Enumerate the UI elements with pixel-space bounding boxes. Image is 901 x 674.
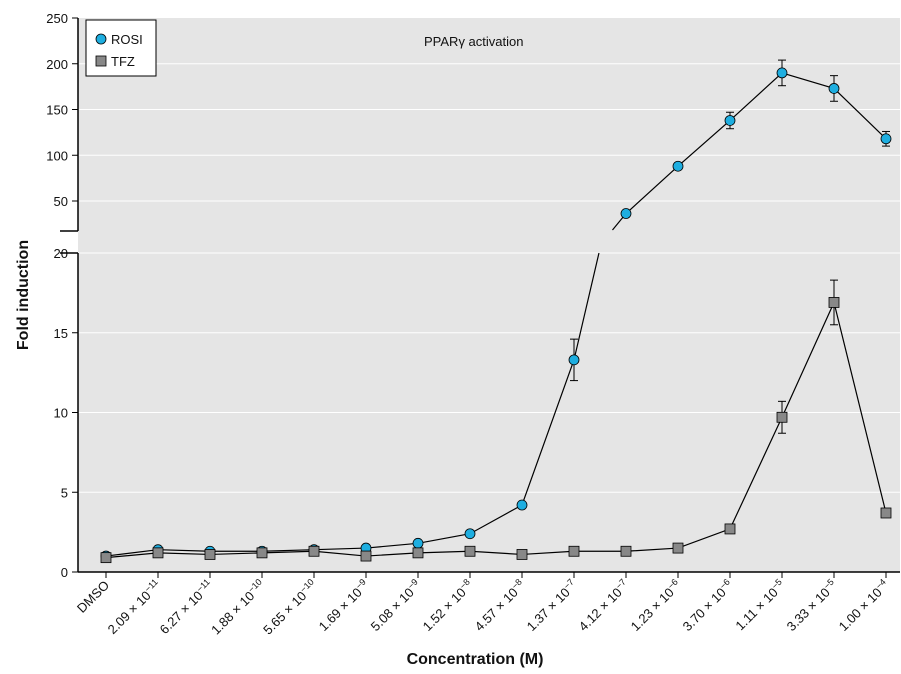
legend-box: [85, 19, 157, 77]
grid-lines: [78, 63, 900, 493]
x-tick-label: 5.65 × 10−10: [259, 577, 320, 638]
data-point-rosi: [828, 83, 840, 94]
data-point-rosi: [412, 537, 424, 549]
x-tick-mantissa: 1.00 × 10: [836, 585, 885, 634]
data-point-rosi: [880, 133, 892, 145]
x-tick-label: 4.57 × 10−8: [471, 577, 528, 634]
x-tick-label: 1.37 × 10−7: [523, 577, 580, 634]
x-tick-label: 1.88 × 10−10: [207, 577, 268, 638]
data-point-tfz: [776, 411, 788, 423]
annotation-part-2: γ: [458, 34, 465, 49]
legend-marker-tfz: [95, 55, 107, 67]
x-tick-mantissa: 5.65 × 10: [260, 588, 309, 637]
x-tick-label: 5.08 × 10−9: [367, 577, 424, 634]
legend-label-tfz: TFZ: [111, 54, 135, 69]
data-point-tfz: [828, 297, 840, 308]
x-tick-mantissa: 1.52 × 10: [420, 585, 469, 634]
data-point-tfz: [152, 547, 164, 559]
y-tick-label: 150: [46, 103, 68, 118]
x-tick-label: DMSO: [74, 578, 112, 616]
data-point-tfz: [100, 552, 112, 564]
data-point-tfz: [256, 547, 268, 559]
x-tick-label: 1.69 × 10−9: [315, 577, 372, 634]
data-point-rosi: [568, 354, 580, 366]
data-point-tfz: [308, 545, 320, 557]
x-tick-label: 1.00 × 10−4: [835, 577, 892, 634]
x-tick-mantissa: 5.08 × 10: [368, 585, 417, 634]
x-tick-mantissa: 1.88 × 10: [208, 588, 257, 637]
x-tick-mantissa: 2.09 × 10: [105, 588, 154, 637]
annotation-part-3: activation: [465, 34, 524, 49]
series: [100, 59, 892, 564]
x-tick-mantissa: 1.37 × 10: [524, 585, 573, 634]
data-point-tfz: [620, 545, 632, 557]
x-tick-mantissa: 6.27 × 10: [157, 588, 206, 637]
plot-area: [78, 18, 900, 572]
y-tick-label: 5: [61, 485, 68, 500]
x-tick-label: 1.52 × 10−8: [419, 577, 476, 634]
data-point-tfz: [724, 523, 736, 535]
data-point-tfz: [204, 549, 216, 560]
series-line-tfz: [105, 300, 887, 559]
data-point-tfz: [880, 507, 892, 519]
x-tick-mantissa: 1.23 × 10: [628, 585, 677, 634]
data-point-tfz: [412, 547, 424, 559]
data-point-rosi: [724, 115, 736, 126]
x-tick-mantissa: 1.69 × 10: [316, 585, 365, 634]
x-tick-label: 2.09 × 10−11: [104, 577, 164, 637]
data-point-tfz: [672, 542, 684, 554]
x-tick-label: 3.70 × 10−6: [679, 577, 736, 634]
data-point-tfz: [568, 545, 580, 557]
y-axis-title: Fold induction: [15, 240, 32, 350]
x-tick-label: 3.33 × 10−5: [783, 577, 840, 634]
x-tick-label: 1.23 × 10−6: [627, 577, 684, 634]
x-tick-mantissa: 4.12 × 10: [576, 585, 625, 634]
legend-label-rosi: ROSI: [111, 32, 143, 47]
x-tick-label: 6.27 × 10−11: [156, 577, 216, 637]
data-point-rosi: [776, 67, 788, 79]
data-point-tfz: [360, 550, 372, 562]
data-point-tfz: [516, 549, 528, 560]
y-tick-label: 100: [46, 148, 68, 163]
y-tick-label: 50: [54, 194, 68, 209]
y-tick-label: 250: [46, 11, 68, 26]
annotation-part-1: PPAR: [424, 34, 458, 49]
y-tick-label: 200: [46, 57, 68, 72]
chart-annotation: PPARγ activation: [424, 34, 523, 49]
data-point-rosi: [620, 208, 632, 219]
x-tick-mantissa: 3.33 × 10: [784, 585, 833, 634]
legend-marker-rosi: [95, 33, 107, 45]
y-tick-label: 15: [54, 326, 68, 341]
y-tick-label: 0: [61, 565, 68, 580]
x-axis-title: Concentration (M): [407, 651, 544, 668]
x-tick-mantissa: 1.11 × 10: [732, 585, 781, 634]
data-point-rosi: [464, 528, 476, 540]
data-point-rosi: [672, 160, 684, 172]
x-tick-mantissa: 4.57 × 10: [472, 585, 521, 634]
x-tick-label: 4.12 × 10−7: [575, 577, 632, 634]
x-tick-mantissa: 3.70 × 10: [680, 585, 729, 634]
legend: ROSI TFZ: [85, 19, 157, 77]
y-tick-label: 10: [54, 406, 68, 421]
x-tick-label: 1.11 × 10−5: [732, 577, 788, 633]
data-point-rosi: [516, 499, 528, 511]
data-point-tfz: [464, 545, 476, 557]
